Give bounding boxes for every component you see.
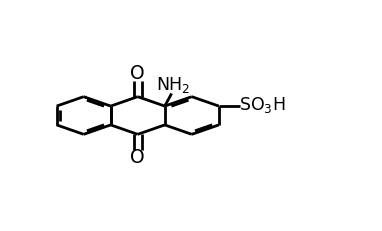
- Text: NH$_2$: NH$_2$: [157, 75, 191, 95]
- Text: O: O: [130, 148, 145, 167]
- Text: SO$_3$H: SO$_3$H: [239, 95, 285, 115]
- Text: O: O: [130, 64, 145, 83]
